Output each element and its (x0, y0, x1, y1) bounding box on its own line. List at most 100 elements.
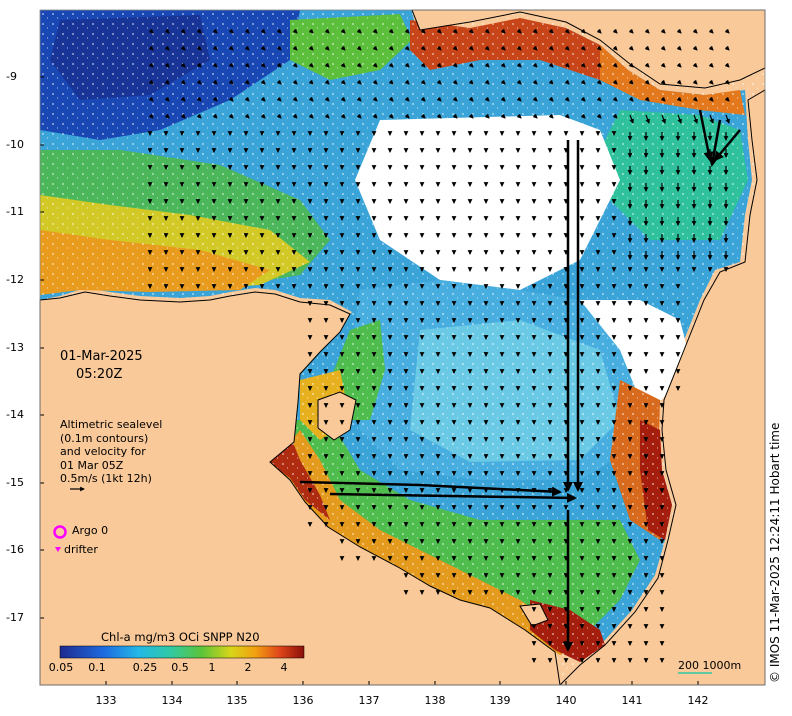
velocity-arrow (292, 45, 298, 51)
argo-legend-label: Argo 0 (72, 524, 109, 537)
velocity-arrow (308, 79, 314, 85)
velocity-arrow (452, 62, 458, 68)
velocity-arrow (644, 96, 650, 102)
velocity-arrow (148, 28, 154, 34)
velocity-arrow (436, 113, 442, 119)
velocity-arrow (180, 62, 186, 68)
velocity-arrow (468, 96, 474, 102)
velocity-arrow (340, 62, 346, 68)
velocity-arrow (404, 62, 410, 68)
velocity-arrow (372, 28, 378, 34)
velocity-arrow (484, 28, 490, 34)
velocity-arrow (340, 79, 346, 85)
velocity-arrow (372, 45, 378, 51)
velocity-arrow (612, 28, 618, 34)
velocity-arrow (660, 96, 666, 102)
velocity-arrow (228, 79, 234, 85)
velocity-arrow (484, 62, 490, 68)
velocity-arrow (612, 113, 618, 119)
velocity-arrow (388, 62, 394, 68)
velocity-arrow (532, 62, 538, 68)
velocity-arrow (260, 96, 266, 102)
velocity-arrow (500, 96, 506, 102)
velocity-arrow (580, 28, 586, 34)
velocity-arrow (420, 62, 426, 68)
colorbar-tick: 0.5 (171, 661, 189, 674)
lon-tick: 135 (226, 694, 248, 707)
colorbar-tick: 0.25 (132, 661, 158, 674)
velocity-arrow (676, 96, 682, 102)
lat-tick: -17 (6, 611, 24, 624)
velocity-arrow (500, 79, 506, 85)
colorbar-tick: 1 (208, 661, 216, 674)
velocity-arrow (692, 96, 698, 102)
velocity-arrow (340, 28, 346, 34)
velocity-arrow (420, 96, 426, 102)
velocity-arrow (148, 96, 154, 102)
colorbar-tick: 0.05 (48, 661, 74, 674)
velocity-arrow (260, 79, 266, 85)
velocity-arrow (276, 28, 282, 34)
velocity-arrow (420, 113, 426, 119)
velocity-arrow (244, 45, 250, 51)
velocity-arrow (356, 79, 362, 85)
velocity-arrow (436, 28, 442, 34)
cape-york-land (558, 89, 766, 686)
velocity-arrow (244, 62, 250, 68)
velocity-arrow (148, 62, 154, 68)
velocity-arrow (372, 79, 378, 85)
velocity-arrow (580, 96, 586, 102)
velocity-arrow (692, 79, 698, 85)
velocity-arrow (276, 62, 282, 68)
legend-line: 01 Mar 05Z (60, 458, 124, 472)
velocity-arrow (308, 62, 314, 68)
velocity-arrow (612, 45, 618, 51)
velocity-arrow (660, 62, 666, 68)
velocity-arrow (628, 45, 634, 51)
velocity-arrow (324, 62, 330, 68)
velocity-arrow (660, 45, 666, 51)
velocity-arrow (244, 96, 250, 102)
velocity-arrow (532, 45, 538, 51)
velocity-arrow (564, 45, 570, 51)
velocity-arrow (645, 114, 650, 124)
velocity-arrow (564, 96, 570, 102)
velocity-arrow (212, 113, 218, 119)
velocity-arrow (548, 62, 554, 68)
lon-tick: 142 (687, 694, 709, 707)
velocity-arrow (388, 79, 394, 85)
velocity-arrow (596, 45, 602, 51)
velocity-arrow (693, 114, 698, 124)
legend-line: Altimetric sealevel (60, 418, 163, 431)
velocity-arrow (196, 96, 202, 102)
velocity-arrow (548, 96, 554, 102)
velocity-arrow (260, 45, 266, 51)
velocity-arrow (228, 113, 234, 119)
velocity-arrow (276, 113, 282, 119)
colorbar-tick: 0.1 (88, 661, 106, 674)
lat-tick: -14 (6, 408, 24, 421)
velocity-arrow (644, 45, 650, 51)
velocity-arrow (516, 113, 522, 119)
velocity-arrow (452, 45, 458, 51)
velocity-arrow (692, 62, 698, 68)
velocity-arrow (708, 79, 714, 85)
velocity-arrow (196, 62, 202, 68)
velocity-arrow (292, 28, 298, 34)
velocity-arrow (164, 62, 170, 68)
lat-tick: -12 (6, 273, 24, 286)
velocity-arrow (228, 96, 234, 102)
velocity-arrow (676, 79, 682, 85)
velocity-arrow (676, 45, 682, 51)
velocity-arrow (596, 96, 602, 102)
velocity-arrow (292, 79, 298, 85)
velocity-arrow (548, 79, 554, 85)
velocity-arrow (516, 62, 522, 68)
velocity-arrow (420, 28, 426, 34)
drifter-marker (55, 547, 61, 552)
velocity-arrow (404, 28, 410, 34)
velocity-arrow (436, 79, 442, 85)
lat-tick: -11 (6, 205, 24, 218)
velocity-arrow (148, 113, 154, 119)
velocity-arrow (452, 96, 458, 102)
